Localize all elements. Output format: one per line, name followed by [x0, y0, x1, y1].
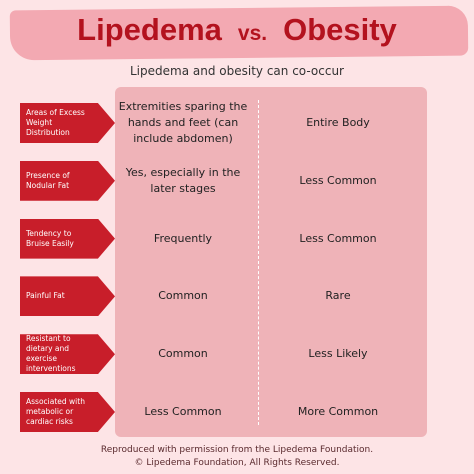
column-divider — [258, 100, 259, 425]
lipedema-cell: Common — [158, 347, 208, 361]
subtitle: Lipedema and obesity can co-occur — [130, 64, 344, 78]
obesity-cell: Less Common — [299, 173, 377, 187]
obesity-cell: Less Common — [299, 231, 377, 245]
obesity-cell: Rare — [325, 289, 351, 303]
footer-copyright: © Lipedema Foundation, All Rights Reserv… — [134, 458, 340, 468]
row-label: Painful Fat — [20, 276, 115, 317]
row-label: Resistant to dietary and exercise interv… — [20, 334, 115, 375]
title-left: Lipedema — [77, 12, 222, 47]
row-label: Areas of Excess Weight Distribution — [20, 103, 115, 143]
lipedema-cell: Frequently — [153, 231, 213, 245]
obesity-cell: Less Likely — [308, 347, 368, 361]
table-box — [115, 87, 427, 437]
footer-credit: Reproduced with permission from the Lipe… — [100, 445, 374, 455]
lipedema-cell: Extremities sparing the hands and feet (… — [118, 100, 248, 145]
obesity-cell: More Common — [297, 405, 379, 418]
row-label: Presence of Nodular Fat — [20, 160, 115, 201]
obesity-cell: Entire Body — [306, 116, 370, 129]
lipedema-cell: Yes, especially in the later stages — [125, 165, 241, 195]
title-vs: vs. — [237, 22, 268, 45]
title-right: Obesity — [283, 12, 397, 47]
row-label: Associated with metabolic or cardiac ris… — [20, 392, 115, 432]
row-label: Tendency to Bruise Easily — [20, 218, 115, 259]
title: Lipedema vs. Obesity — [0, 12, 474, 48]
lipedema-cell: Common — [158, 289, 208, 303]
lipedema-cell: Less Common — [144, 405, 222, 418]
